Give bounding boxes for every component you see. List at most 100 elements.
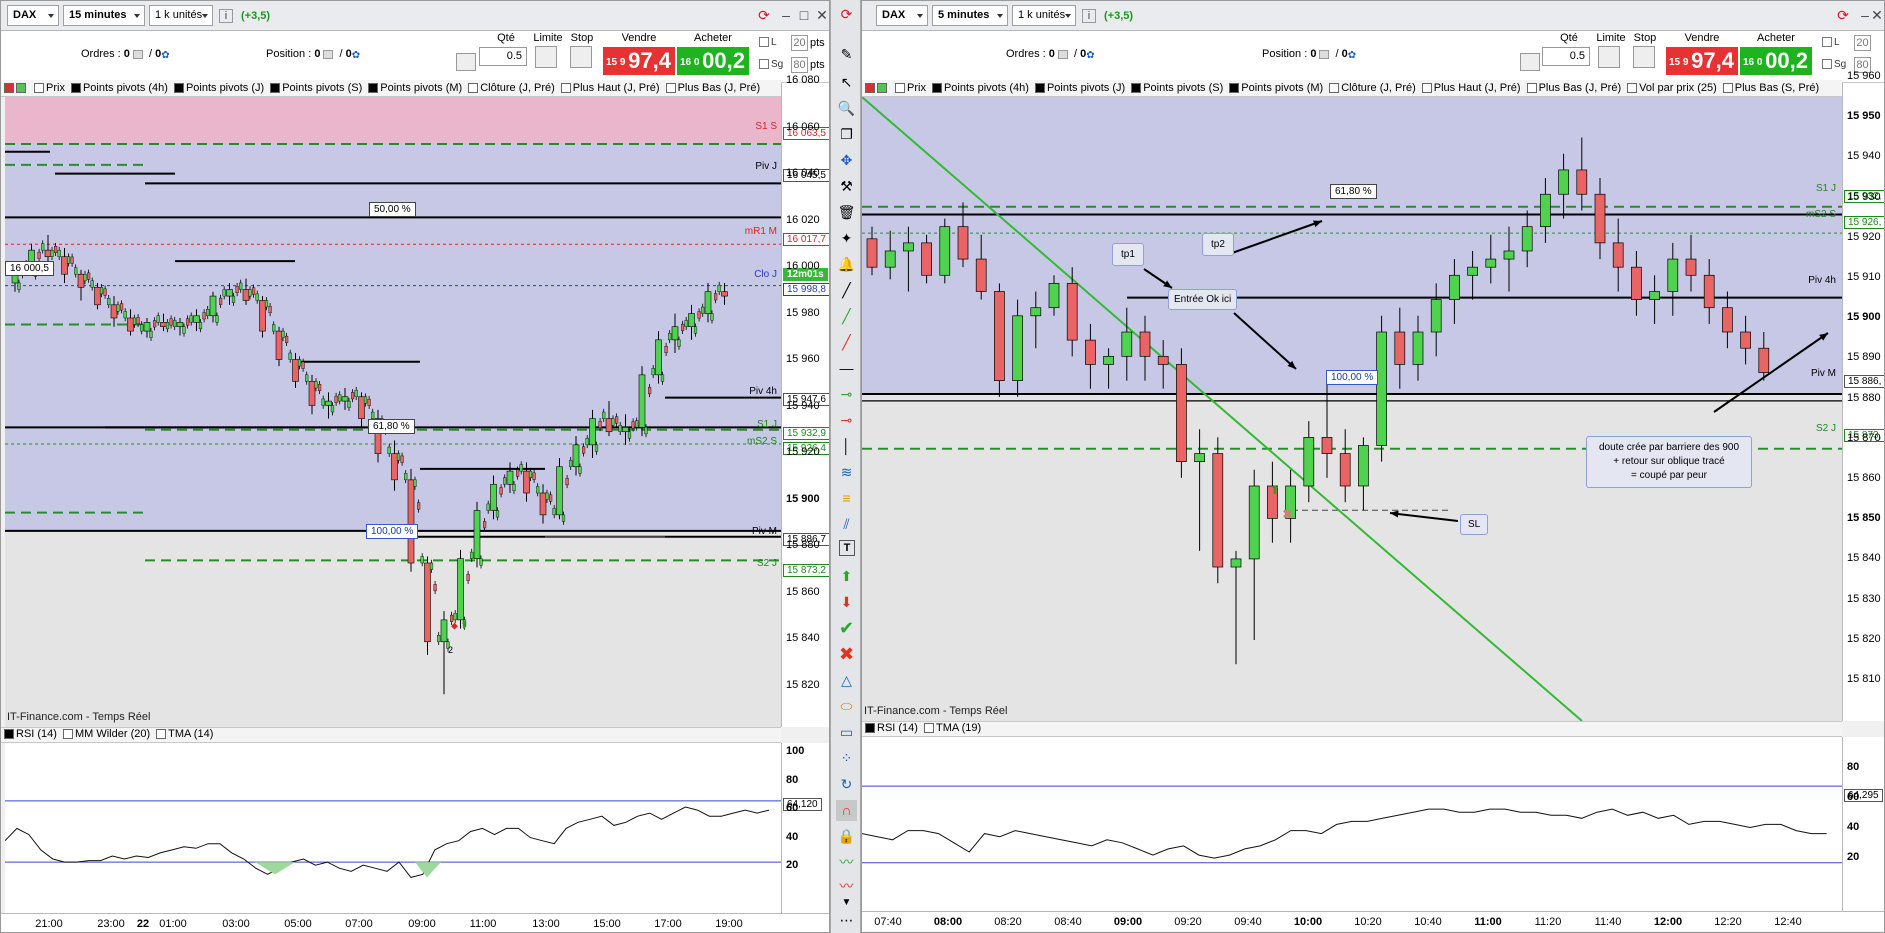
legend-item[interactable]: Plus Bas (J, Pré) (665, 80, 760, 96)
move-icon[interactable]: ✥ (840, 152, 853, 168)
lock-icon[interactable]: 🔒 (837, 828, 856, 844)
units-select[interactable]: 1 k unités (149, 5, 213, 26)
limit-button[interactable] (1598, 46, 1620, 68)
horizontal-line-icon[interactable]: — (839, 360, 854, 376)
trash-icon[interactable]: 🗑 (837, 204, 856, 220)
indicator-red-icon[interactable]: 〰 (839, 878, 854, 894)
sync-icon[interactable]: ⟳ (840, 6, 853, 22)
rotate-icon[interactable]: ↻ (840, 776, 853, 792)
checkbox-sg[interactable]: Sg (759, 59, 783, 70)
legend-checkbox-icon[interactable] (1627, 83, 1638, 94)
legend-item[interactable]: Vol par prix (25) (1627, 80, 1717, 96)
magnet-icon[interactable]: ∩ (836, 800, 857, 821)
legend-toggle-icons[interactable] (4, 80, 28, 96)
buy-button[interactable]: 16 0 00,2 (1740, 47, 1812, 75)
legend-checkbox-icon[interactable] (70, 83, 81, 94)
minimize-icon[interactable]: – (1861, 7, 1869, 23)
timeframe-select[interactable]: 15 minutes (63, 5, 145, 26)
pencil-icon[interactable]: ✎ (840, 46, 853, 62)
sync-icon[interactable]: ⟳ (1837, 7, 1849, 23)
trendline-icon[interactable]: ╱ (842, 282, 851, 298)
sell-button[interactable]: 15 9 97,4 (603, 47, 675, 75)
stop-button[interactable] (570, 46, 592, 68)
calculator-button[interactable] (1520, 53, 1540, 71)
rectangle-icon[interactable]: ▭ (839, 724, 854, 740)
cross-icon[interactable]: ✖ (838, 644, 855, 664)
pts-field-2[interactable]: 80 pts (791, 57, 825, 73)
checkbox-l[interactable]: L (1822, 37, 1840, 48)
maximize-icon[interactable]: □ (799, 7, 809, 23)
legend-item[interactable]: Points pivots (4h) (70, 80, 168, 96)
legend-checkbox-icon[interactable] (270, 83, 281, 94)
minimize-icon[interactable]: – (782, 7, 790, 23)
pts-field-1[interactable]: 20 pts (791, 35, 825, 51)
fib-extension-icon[interactable]: ≡ (842, 490, 851, 506)
timeframe-select[interactable]: 5 minutes (932, 5, 1008, 26)
legend-item[interactable]: Plus Bas (S, Pré) (1722, 80, 1819, 96)
legend-item[interactable]: Points pivots (S) (270, 80, 362, 96)
trendline-green-icon[interactable]: ╱ (842, 308, 851, 324)
legend-item[interactable]: Prix (34, 80, 65, 96)
legend-checkbox-icon[interactable] (1526, 83, 1537, 94)
rsi-checkbox-icon[interactable] (865, 723, 875, 734)
indicator-icon[interactable]: 〰 (839, 854, 854, 870)
rsi-legend-item[interactable]: MM Wilder (20) (62, 728, 150, 740)
legend-item[interactable]: Clôture (J, Pré) (468, 80, 555, 96)
legend-checkbox-icon[interactable] (368, 83, 379, 94)
text-icon[interactable]: T (839, 540, 855, 556)
legend-item[interactable]: Points pivots (M) (368, 80, 462, 96)
close-icon[interactable]: ✕ (1871, 7, 1883, 23)
points-icon[interactable]: ⁘ (840, 750, 853, 766)
legend-item[interactable]: Points pivots (J) (1034, 80, 1125, 96)
legend-checkbox-icon[interactable] (1034, 83, 1045, 94)
legend-item[interactable]: Clôture (J, Pré) (1329, 80, 1416, 96)
magic-icon[interactable]: ✦ (840, 230, 853, 246)
sell-button[interactable]: 15 9 97,4 (1666, 47, 1738, 75)
arrow-down-icon[interactable]: ⬇ (840, 594, 853, 610)
triangle-icon[interactable]: △ (841, 672, 852, 688)
legend-checkbox-icon[interactable] (665, 83, 676, 94)
calculator-button[interactable] (456, 53, 476, 71)
legend-item[interactable]: Points pivots (M) (1229, 80, 1323, 96)
legend-item[interactable]: Plus Haut (J, Pré) (1421, 80, 1521, 96)
zoom-icon[interactable]: 🔍 (837, 100, 856, 116)
rsi-checkbox-icon[interactable] (923, 723, 934, 734)
rsi-checkbox-icon[interactable] (4, 729, 14, 740)
pts-field-2[interactable]: 80 (1854, 57, 1873, 73)
legend-item[interactable]: Points pivots (J) (173, 80, 264, 96)
ellipse-icon[interactable]: ⬭ (840, 698, 853, 714)
close-icon[interactable]: ✕ (816, 7, 828, 23)
rsi-checkbox-icon[interactable] (156, 729, 167, 740)
rsi-legend-item[interactable]: RSI (14) (865, 722, 918, 734)
hammer-icon[interactable]: ⚒ (840, 178, 853, 194)
legend-checkbox-icon[interactable] (173, 83, 184, 94)
fibonacci-icon[interactable]: ≋ (840, 464, 853, 480)
arrow-up-icon[interactable]: ⬆ (840, 568, 853, 584)
legend-checkbox-icon[interactable] (1722, 83, 1733, 94)
legend-item[interactable]: Plus Bas (J, Pré) (1526, 80, 1621, 96)
legend-checkbox-icon[interactable] (34, 83, 44, 94)
checkbox-sg[interactable]: Sg (1822, 59, 1846, 70)
copy-icon[interactable]: ❐ (840, 126, 853, 142)
legend-checkbox-icon[interactable] (931, 83, 942, 94)
rsi-legend-item[interactable]: TMA (19) (923, 722, 981, 734)
alert-bell-icon[interactable]: 🔔 (837, 256, 856, 272)
qty-input[interactable]: 0.5 (1542, 47, 1590, 66)
legend-toggle-icons[interactable] (865, 80, 889, 96)
trendline-red-icon[interactable]: ╱ (842, 334, 851, 350)
cursor-icon[interactable]: ↖ (840, 74, 853, 90)
info-icon[interactable]: i (1082, 9, 1096, 23)
rsi-legend-item[interactable]: RSI (14) (4, 728, 57, 740)
red-level-icon[interactable]: ⊸ (840, 412, 853, 428)
legend-checkbox-icon[interactable] (560, 83, 571, 94)
qty-input[interactable]: 0.5 (479, 47, 527, 66)
stop-button[interactable] (1633, 46, 1655, 68)
scroll-down-icon[interactable]: ▼ (841, 897, 852, 908)
rsi-checkbox-icon[interactable] (62, 729, 73, 740)
checkbox-l[interactable]: L (759, 37, 777, 48)
legend-item[interactable]: Prix (895, 80, 926, 96)
legend-checkbox-icon[interactable] (1131, 83, 1142, 94)
legend-item[interactable]: Plus Haut (J, Pré) (560, 80, 660, 96)
units-select[interactable]: 1 k unités (1012, 5, 1076, 26)
legend-checkbox-icon[interactable] (1329, 83, 1340, 94)
